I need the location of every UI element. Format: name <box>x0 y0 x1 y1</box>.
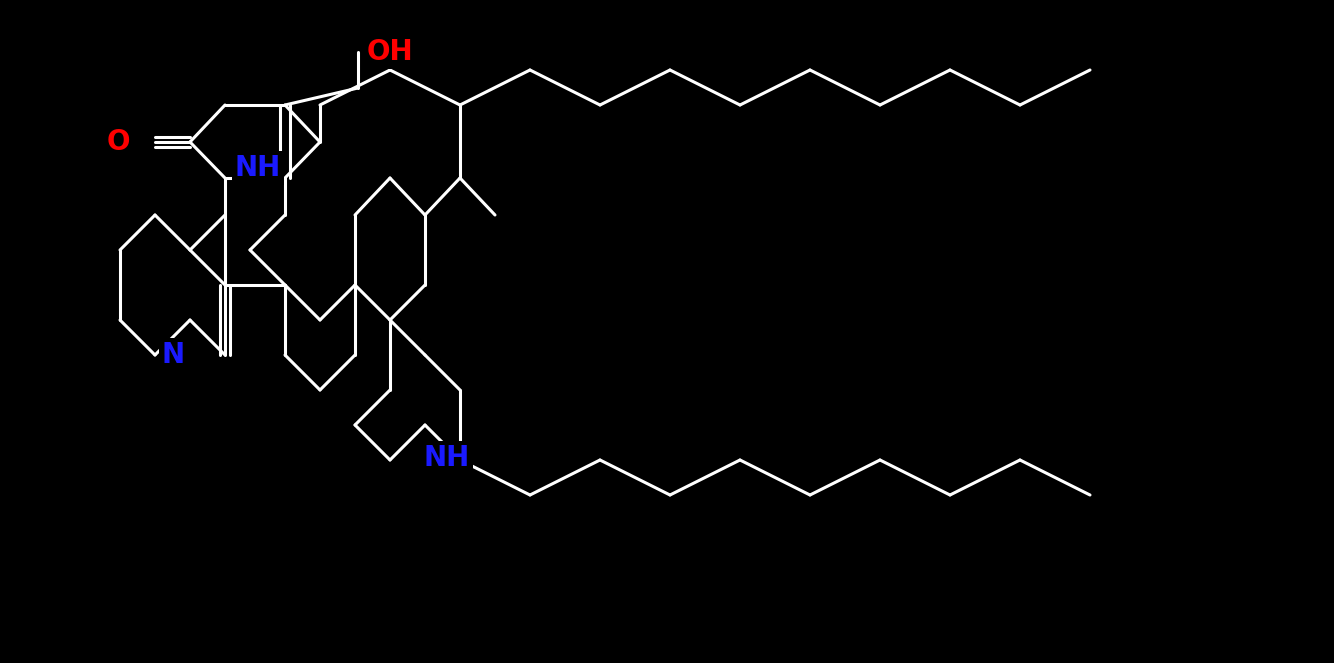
Text: O: O <box>107 128 129 156</box>
Text: NH: NH <box>235 154 281 182</box>
Text: NH: NH <box>424 444 470 472</box>
Text: OH: OH <box>367 38 414 66</box>
Text: N: N <box>161 341 184 369</box>
